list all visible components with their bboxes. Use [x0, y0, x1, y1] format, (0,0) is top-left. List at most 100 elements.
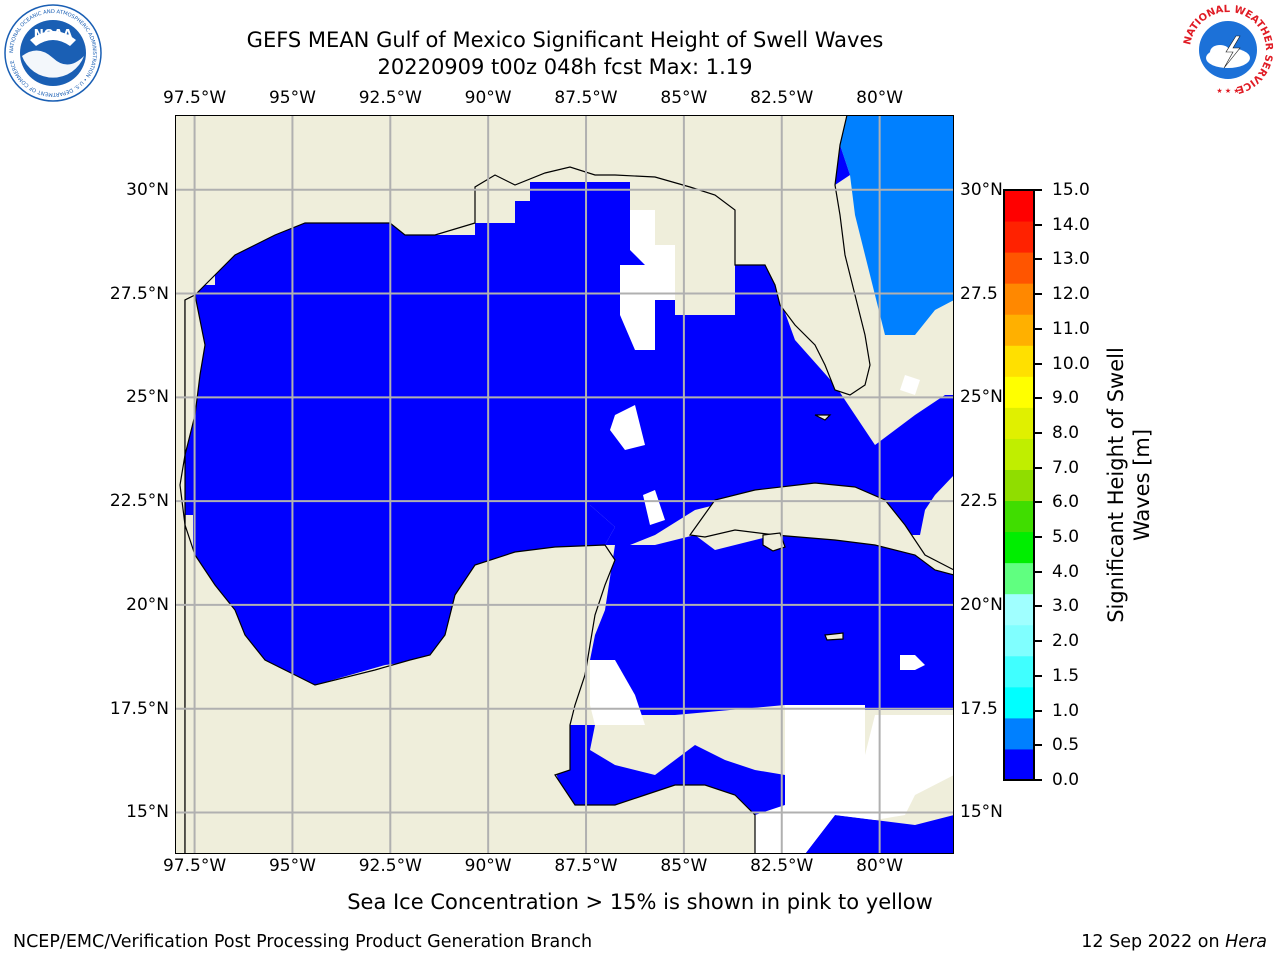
- colorbar-segment-2: [1004, 686, 1034, 719]
- lon-tick-bottom-0: 97.5°W: [162, 856, 227, 876]
- colorbar-tick-label-8: 7.0: [1052, 457, 1080, 478]
- colorbar-tick-mark-1: [1035, 223, 1042, 226]
- lon-tick-bottom-5: 85°W: [660, 856, 708, 876]
- lon-tick-top-3: 90°W: [464, 88, 512, 108]
- noaa-logo-text: NOAA: [34, 27, 73, 41]
- lon-tick-bottom-7: 80°W: [856, 856, 904, 876]
- lat-tick-left-1: 27.5°N: [109, 283, 169, 304]
- colorbar-tick-label-10: 5.0: [1052, 527, 1080, 548]
- colorbar-segment-10: [1004, 438, 1034, 470]
- credit-left: NCEP/EMC/Verification Post Processing Pr…: [13, 932, 593, 952]
- colorbar-tick-label-1: 14.0: [1052, 214, 1090, 235]
- colorbar-tick-mark-13: [1035, 640, 1042, 643]
- credit-host: Hera: [1225, 932, 1267, 952]
- colorbar-segment-5: [1004, 593, 1034, 626]
- colorbar-tick-label-5: 10.0: [1052, 353, 1090, 374]
- colorbar-tick-mark-4: [1035, 327, 1042, 330]
- colorbar-tick-label-15: 1.0: [1052, 700, 1080, 721]
- chart-title: GEFS MEAN Gulf of Mexico Significant Hei…: [246, 28, 884, 52]
- colorbar-tick-mark-3: [1035, 293, 1042, 296]
- lon-tick-top-2: 92.5°W: [358, 88, 422, 108]
- lat-tick-left-6: 15°N: [126, 802, 169, 823]
- colorbar-segment-13: [1004, 345, 1034, 377]
- colorbar-tick-label-16: 0.5: [1052, 735, 1080, 756]
- colorbar-tick-mark-15: [1035, 709, 1042, 712]
- chart-subtitle: 20220909 t00z 048h fcst Max: 1.19: [377, 55, 753, 79]
- colorbar-tick-mark-7: [1035, 431, 1042, 434]
- colorbar-tick-label-13: 2.0: [1052, 631, 1080, 652]
- colorbar-tick-mark-2: [1035, 258, 1042, 261]
- sea-ice-footnote: Sea Ice Concentration > 15% is shown in …: [347, 890, 933, 914]
- gridlines: [175, 115, 954, 854]
- gulf-swell-field: [182, 182, 615, 685]
- colorbar-frame: [1003, 189, 1035, 781]
- colorbar-tick-mark-8: [1035, 466, 1042, 469]
- colorbar-tick-mark-6: [1035, 397, 1042, 400]
- colorbar-segment-4: [1004, 624, 1034, 657]
- lat-tick-left-3: 22.5°N: [109, 491, 169, 512]
- lon-tick-top-1: 95°W: [268, 88, 316, 108]
- colorbar-tick-label-14: 1.5: [1052, 665, 1080, 686]
- colorbar-tick-label-3: 12.0: [1052, 284, 1090, 305]
- colorbar-segment-8: [1004, 500, 1034, 533]
- colorbar-tick-label-0: 15.0: [1052, 180, 1090, 200]
- colorbar-tick-label-9: 6.0: [1052, 492, 1080, 513]
- lat-tick-right-2: 25°N: [960, 387, 1003, 408]
- colorbar-label: Significant Height of Swell Waves [m]: [1103, 347, 1155, 623]
- lat-tick-right-3: 22.5: [960, 491, 998, 512]
- colorbar-segment-15: [1004, 283, 1034, 315]
- colorbar-segment-7: [1004, 531, 1034, 564]
- eastern-gulf-swell-field: [590, 182, 954, 545]
- lon-tick-top-0: 97.5°W: [162, 88, 227, 108]
- noaa-logo: NATIONAL OCEANIC AND ATMOSPHERIC ADMINIS…: [4, 4, 102, 102]
- colorbar-tick-mark-0: [1035, 189, 1042, 191]
- lon-tick-top-5: 85°W: [660, 88, 708, 108]
- lon-tick-top-6: 82.5°W: [750, 88, 814, 108]
- lat-tick-right-6: 15°N: [960, 802, 1003, 823]
- colorbar-tick-mark-12: [1035, 605, 1042, 608]
- colorbar-tick-mark-11: [1035, 570, 1042, 573]
- colorbar-segment-11: [1004, 407, 1034, 439]
- colorbar-tick-label-11: 4.0: [1052, 561, 1080, 582]
- colorbar-tick-mark-9: [1035, 501, 1042, 504]
- lat-tick-right-4: 20°N: [960, 594, 1003, 615]
- lon-tick-top-7: 80°W: [856, 88, 904, 108]
- colorbar-tick-mark-10: [1035, 536, 1042, 539]
- colorbar-tick-mark-17: [1035, 779, 1042, 781]
- colorbar-segment-18: [1004, 190, 1034, 222]
- lat-tick-left-4: 20°N: [126, 594, 169, 615]
- colorbar-tick-label-12: 3.0: [1052, 596, 1080, 617]
- lat-tick-left-0: 30°N: [126, 179, 169, 200]
- colorbar: [1003, 189, 1035, 781]
- colorbar-segment-12: [1004, 376, 1034, 408]
- colorbar-tick-label-2: 13.0: [1052, 249, 1090, 270]
- colorbar-segment-16: [1004, 252, 1034, 284]
- colorbar-tick-mark-5: [1035, 362, 1042, 365]
- lon-tick-bottom-6: 82.5°W: [750, 856, 814, 876]
- colorbar-segment-0: [1004, 748, 1034, 781]
- colorbar-segment-17: [1004, 221, 1034, 253]
- lon-tick-bottom-2: 92.5°W: [358, 856, 422, 876]
- svg-text:★ ★ ★: ★ ★ ★: [1216, 87, 1239, 95]
- lon-tick-top-4: 87.5°W: [554, 88, 618, 108]
- colorbar-tick-label-6: 9.0: [1052, 388, 1080, 409]
- caribbean-swell-field: [590, 535, 954, 755]
- lat-tick-left-2: 25°N: [126, 387, 169, 408]
- lon-tick-bottom-1: 95°W: [268, 856, 316, 876]
- colorbar-segment-9: [1004, 469, 1034, 502]
- atlantic-swell-field: [840, 115, 954, 335]
- colorbar-segment-1: [1004, 717, 1034, 750]
- nws-logo: NATIONAL WEATHER SERVICE ★ ★ ★: [1180, 2, 1276, 98]
- colorbar-tick-mark-16: [1035, 744, 1042, 747]
- credit-date: 12 Sep 2022 on: [1081, 932, 1226, 952]
- colorbar-tick-label-4: 11.0: [1052, 318, 1090, 339]
- colorbar-segment-14: [1004, 314, 1034, 346]
- lat-tick-right-5: 17.5: [960, 698, 998, 719]
- credit-right: 12 Sep 2022 on Hera: [1081, 932, 1267, 952]
- lon-tick-bottom-4: 87.5°W: [554, 856, 618, 876]
- colorbar-tick-label-17: 0.0: [1052, 770, 1080, 790]
- lat-tick-right-0: 30°N: [960, 179, 1003, 200]
- colorbar-tick-label-7: 8.0: [1052, 422, 1080, 443]
- lat-tick-left-5: 17.5°N: [109, 698, 169, 719]
- colorbar-segment-6: [1004, 562, 1034, 595]
